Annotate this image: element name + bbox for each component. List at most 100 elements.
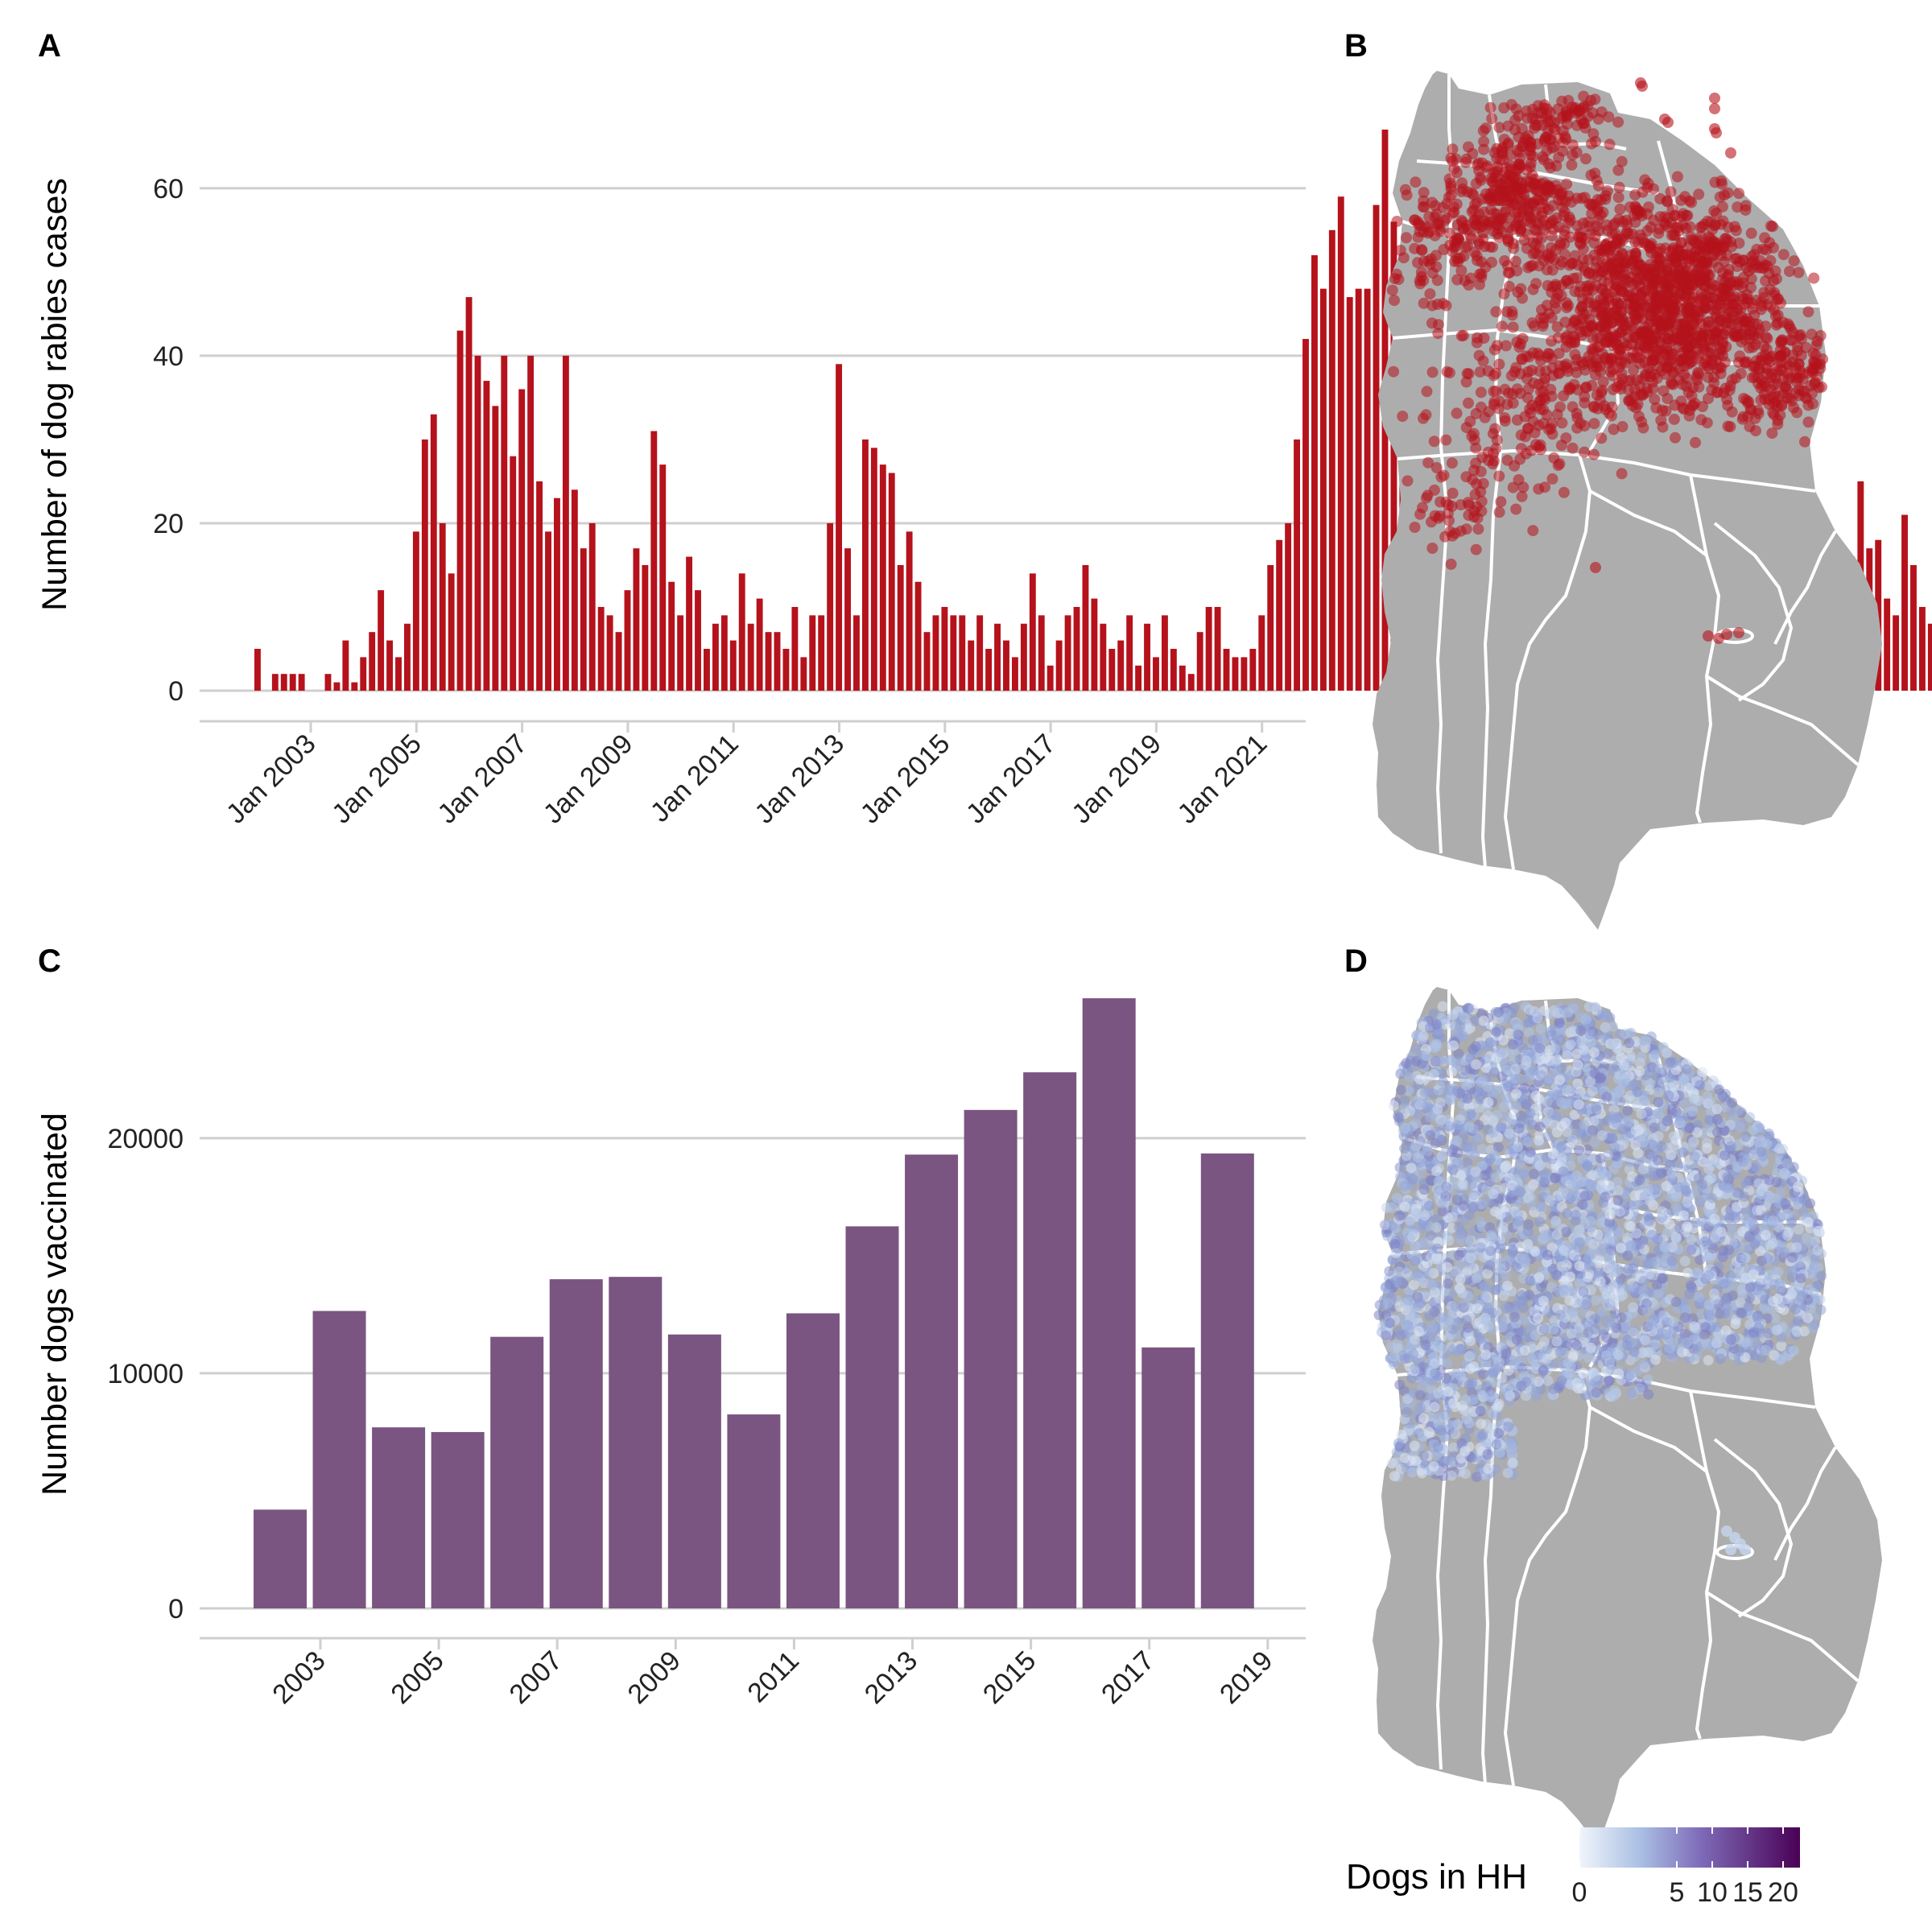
rabies-bar (994, 623, 1001, 691)
case-point (1502, 120, 1514, 132)
case-point (1447, 246, 1459, 258)
case-point (1811, 336, 1823, 347)
case-point (1449, 527, 1461, 539)
case-point (1598, 275, 1610, 287)
case-point (1563, 109, 1574, 121)
household-point (1405, 1216, 1416, 1228)
household-point (1670, 1191, 1682, 1203)
case-point (1517, 481, 1530, 493)
household-point (1501, 1270, 1512, 1282)
case-point (1802, 416, 1814, 428)
rabies-x-tick-label: Jan 2013 (749, 729, 850, 830)
ward-border (1713, 1438, 1793, 1618)
case-point (1661, 262, 1673, 275)
rabies-bar (545, 531, 551, 691)
rabies-bar (959, 615, 966, 691)
vaccination-y-tick-label: 10000 (107, 1359, 184, 1389)
case-point (1659, 368, 1671, 380)
case-point (1707, 303, 1719, 316)
rabies-bar (412, 531, 419, 691)
rabies-bar (1179, 665, 1186, 691)
household-point (1702, 1142, 1713, 1154)
household-point (1694, 1196, 1705, 1208)
case-point (1542, 423, 1554, 436)
rabies-bar (1319, 288, 1327, 691)
case-point (1717, 215, 1729, 227)
case-point (1536, 209, 1548, 221)
household-point (1522, 1136, 1534, 1147)
case-point (1417, 502, 1428, 514)
case-point (1558, 390, 1570, 402)
case-point (1597, 206, 1609, 218)
case-point (1489, 423, 1501, 435)
case-point (1589, 167, 1601, 180)
vaccination-bar (431, 1431, 485, 1608)
case-point (1435, 496, 1447, 508)
case-point (1491, 152, 1503, 164)
case-point (1463, 279, 1475, 291)
vaccination-bar (667, 1334, 721, 1608)
case-point (1489, 171, 1501, 184)
household-point (1650, 1354, 1661, 1365)
case-point (1410, 214, 1421, 226)
rabies-y-tick-label: 40 (153, 341, 184, 372)
case-point (1451, 407, 1463, 419)
case-point (1703, 320, 1715, 332)
case-point (1510, 361, 1522, 374)
case-point (1684, 221, 1696, 233)
case-point (1477, 125, 1489, 137)
rabies-bar (386, 640, 394, 691)
rabies-bar (465, 297, 473, 691)
case-point (1597, 376, 1609, 388)
rabies-bar (844, 548, 851, 691)
case-point (1566, 159, 1578, 171)
rabies-bar (818, 615, 825, 691)
household-point (1586, 1037, 1597, 1048)
vaccination-bar (964, 1109, 1018, 1608)
household-point (1617, 1124, 1629, 1135)
rabies-bar (774, 632, 781, 691)
case-point (1415, 244, 1427, 256)
rabies-bar (456, 330, 464, 691)
case-point (1654, 192, 1666, 204)
case-point (1749, 361, 1761, 373)
case-point (1746, 326, 1758, 338)
household-point (1518, 1168, 1530, 1179)
case-point (1641, 343, 1653, 355)
case-point (1430, 462, 1443, 473)
case-point (1426, 267, 1439, 279)
rabies-bar (1170, 648, 1177, 691)
rabies-bar (1126, 615, 1133, 691)
case-point (1461, 368, 1473, 380)
case-point (1760, 320, 1772, 332)
ward-border (1705, 675, 1860, 766)
rabies-bar (1390, 221, 1397, 691)
case-point (1414, 275, 1426, 287)
case-point (1637, 422, 1649, 434)
rabies-y-tick-label: 60 (153, 174, 184, 204)
rabies-bar (738, 573, 745, 691)
case-point (1420, 492, 1432, 504)
case-point (1562, 365, 1574, 378)
case-point (1693, 188, 1705, 200)
case-point (1793, 358, 1805, 370)
case-point (1496, 320, 1509, 332)
rabies-bar (1003, 640, 1009, 691)
case-point (1698, 328, 1710, 340)
rabies-bar (809, 615, 816, 691)
case-point (1637, 186, 1649, 198)
case-point (1654, 320, 1666, 332)
case-point (1777, 249, 1790, 261)
household-point (1728, 1226, 1739, 1237)
rabies-bar (298, 674, 305, 691)
case-point (1558, 486, 1570, 498)
case-point (1748, 371, 1761, 383)
rabies-bar (280, 674, 287, 691)
case-point (1609, 228, 1621, 240)
case-point (1458, 329, 1469, 341)
case-point (1624, 288, 1637, 300)
case-point (1507, 481, 1519, 493)
case-point (1426, 543, 1439, 554)
rabies-bar (1038, 615, 1045, 691)
case-point (1472, 523, 1484, 535)
